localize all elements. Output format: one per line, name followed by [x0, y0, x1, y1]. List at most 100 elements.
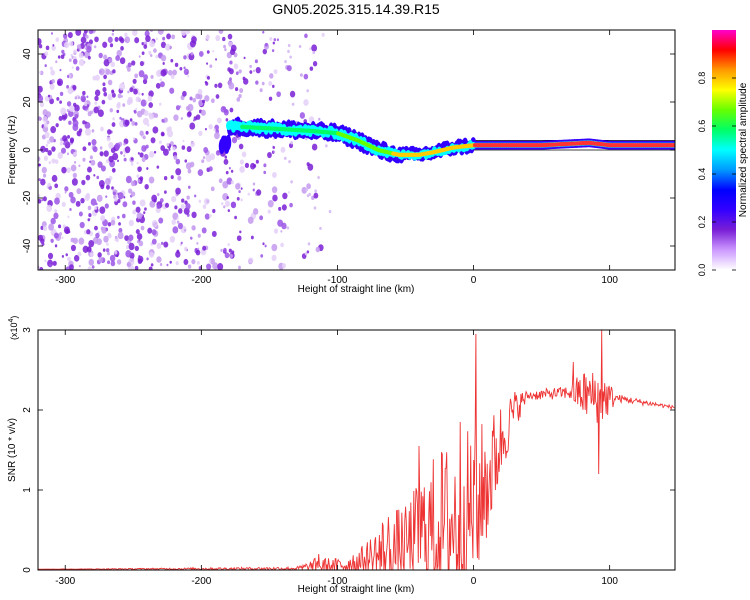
noise-dot [150, 263, 154, 267]
noise-dot [105, 177, 111, 186]
noise-dot [301, 186, 307, 194]
noise-dot [112, 30, 115, 33]
noise-dot [48, 223, 55, 231]
noise-dot [86, 95, 89, 99]
noise-dot [82, 245, 89, 254]
noise-dot [49, 83, 55, 90]
noise-dot [288, 160, 291, 164]
noise-dot [206, 50, 210, 54]
noise-dot [263, 163, 267, 168]
noise-dot [287, 49, 290, 53]
noise-dot [159, 140, 162, 144]
noise-dot [204, 80, 208, 84]
noise-dot [87, 218, 90, 222]
noise-dot [50, 238, 54, 243]
noise-dot [66, 74, 70, 78]
noise-dot [40, 238, 45, 244]
noise-dot [98, 68, 105, 76]
noise-dot [224, 155, 228, 159]
noise-dot [145, 144, 149, 149]
noise-dot [173, 114, 179, 121]
noise-dot [177, 222, 183, 230]
noise-dot [44, 131, 50, 139]
snr-x-label: Height of straight line (km) [298, 584, 415, 595]
noise-dot [71, 178, 78, 186]
noise-dot [218, 30, 224, 35]
noise-dot [318, 117, 321, 121]
noise-dot [252, 188, 255, 192]
noise-dot [160, 131, 165, 137]
snr-multiplier: (x104) [8, 316, 19, 340]
noise-dot [253, 69, 256, 73]
noise-dot [67, 135, 71, 139]
noise-dot [193, 227, 196, 230]
noise-dot [117, 215, 120, 219]
noise-dot [156, 69, 162, 77]
noise-dot [51, 45, 56, 51]
noise-dot [129, 118, 133, 122]
noise-dot [47, 150, 52, 156]
noise-dot [41, 166, 47, 174]
noise-dot [50, 126, 57, 134]
noise-dot [269, 73, 274, 79]
noise-dot [147, 227, 153, 234]
noise-dot [109, 43, 114, 48]
noise-dot [144, 207, 147, 211]
noise-dot [142, 135, 146, 140]
noise-dot [227, 209, 230, 213]
noise-dot [142, 78, 148, 85]
noise-dot [88, 239, 95, 248]
noise-dot [176, 216, 179, 220]
noise-dot [67, 87, 74, 95]
noise-dot [236, 196, 240, 201]
noise-dot [160, 54, 167, 62]
noise-dot [100, 165, 106, 172]
noise-dot [148, 176, 155, 184]
noise-dot [229, 253, 233, 258]
noise-dot [187, 111, 192, 117]
noise-dot [210, 186, 215, 192]
noise-dot [298, 44, 302, 49]
noise-dot [78, 52, 84, 59]
noise-dot [51, 174, 58, 182]
noise-dot [107, 233, 112, 239]
noise-dot [267, 199, 274, 208]
noise-dot [61, 201, 66, 207]
noise-dot [87, 166, 92, 173]
x-tick-label: -100 [327, 576, 347, 587]
noise-dot [156, 204, 161, 209]
noise-dot [124, 119, 130, 126]
noise-dot [215, 150, 221, 156]
noise-dot [38, 85, 43, 93]
noise-dot [149, 251, 154, 258]
noise-dot [61, 236, 64, 240]
noise-dot [312, 51, 316, 55]
spectrogram-track [218, 116, 675, 164]
noise-dot [152, 126, 159, 134]
y-tick-label: 20 [22, 96, 33, 108]
noise-dot [108, 141, 114, 149]
noise-dot [234, 215, 237, 220]
noise-dot [186, 30, 191, 35]
noise-dot [54, 159, 59, 164]
noise-dot [215, 34, 221, 42]
noise-dot [57, 55, 61, 59]
spectrogram-marks [38, 30, 675, 270]
noise-dot [135, 229, 140, 235]
noise-dot [188, 185, 191, 189]
noise-dot [185, 203, 191, 210]
noise-dot [70, 139, 74, 144]
noise-dot [209, 257, 215, 265]
noise-dot [76, 188, 82, 195]
noise-dot [70, 164, 77, 172]
noise-dot [206, 263, 212, 270]
noise-dot [136, 233, 143, 241]
noise-dot [255, 66, 261, 74]
noise-dot [178, 208, 183, 214]
noise-dot [117, 231, 124, 240]
noise-dot [122, 103, 126, 107]
noise-dot [198, 50, 204, 57]
noise-dot [187, 74, 190, 78]
noise-dot [72, 58, 78, 65]
